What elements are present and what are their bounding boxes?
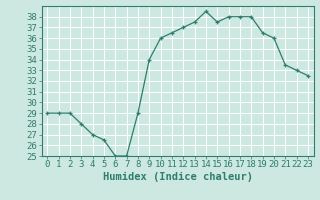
X-axis label: Humidex (Indice chaleur): Humidex (Indice chaleur) [103,172,252,182]
